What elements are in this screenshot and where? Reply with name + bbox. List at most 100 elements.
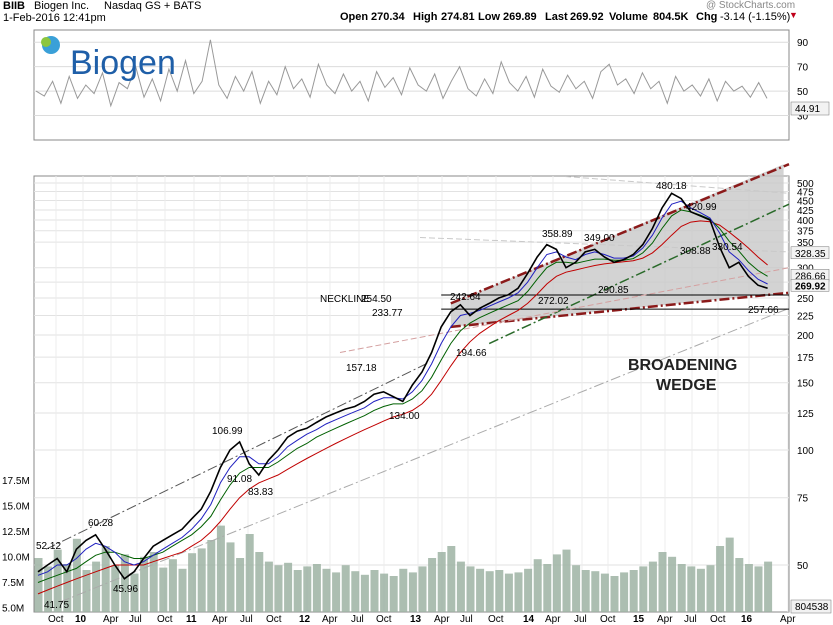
volume-bar xyxy=(274,565,283,612)
volume-bar xyxy=(312,564,321,612)
price-tick-label: 50 xyxy=(797,561,809,572)
volume-bar xyxy=(140,556,149,612)
volume-bar xyxy=(543,564,552,612)
time-tick-label: Oct xyxy=(48,614,64,625)
price-annotation: 308.88 xyxy=(680,246,711,257)
time-tick-label: Apr xyxy=(657,614,673,625)
exchange-name: Nasdaq GS + BATS xyxy=(104,0,202,12)
volume-bar xyxy=(360,574,369,612)
volume-tick-label: 10.0M xyxy=(2,553,30,564)
time-tick-label: Jul xyxy=(129,614,142,625)
price-annotation: 420.99 xyxy=(686,202,717,213)
price-label-value: 328.35 xyxy=(795,249,826,260)
price-axis: 5004754504254003753503002752502252001751… xyxy=(790,179,830,572)
volume-bar xyxy=(351,571,360,612)
volume-bar xyxy=(82,570,91,612)
volume-bar xyxy=(101,546,110,612)
price-label-value: 286.66 xyxy=(795,271,826,282)
price-annotation: 194.66 xyxy=(456,348,487,359)
down-arrow-icon: ▼ xyxy=(789,10,798,20)
volume-bar xyxy=(735,558,744,612)
volume-bars xyxy=(34,525,773,612)
price-tick-label: 125 xyxy=(797,409,814,420)
price-label-box xyxy=(790,246,830,260)
time-tick-label: Jul xyxy=(684,614,697,625)
volume-bar xyxy=(600,573,609,612)
volume-value: 804.5K xyxy=(653,11,689,23)
volume-bar xyxy=(197,548,206,612)
open-value: 270.34 xyxy=(371,11,405,23)
volume-bar xyxy=(648,561,657,612)
wedge-lower-trendline xyxy=(450,291,790,329)
price-tick-label: 450 xyxy=(797,196,814,207)
last-label: Last xyxy=(545,11,568,23)
volume-bar xyxy=(44,566,53,612)
price-tick-label: 375 xyxy=(797,227,814,238)
time-tick-label: Oct xyxy=(488,614,504,625)
time-tick-label: Apr xyxy=(103,614,119,625)
volume-bar xyxy=(725,537,734,612)
price-label-value: 269.92 xyxy=(795,281,826,292)
fan-line xyxy=(339,267,790,353)
time-tick-label: Apr xyxy=(212,614,228,625)
price-tick-label: 500 xyxy=(797,179,814,190)
price-annotation: 242.64 xyxy=(450,292,481,303)
price-tick-label: 425 xyxy=(797,206,814,217)
price-series xyxy=(37,192,768,595)
high-label: High xyxy=(413,11,438,23)
time-tick-label: Jul xyxy=(351,614,364,625)
chart-header: BIIB Biogen Inc. Nasdaq GS + BATS 1-Feb-… xyxy=(0,0,833,24)
open-label: Open xyxy=(340,11,369,23)
price-annotation: 480.18 xyxy=(656,181,687,192)
volume-bar xyxy=(533,559,542,612)
indicator-tick-label: 70 xyxy=(797,63,809,74)
time-axis: Oct 10 Apr Jul Oct 11 Apr Jul Oct 12 Apr Jul Oct 13 Ap… xyxy=(48,614,796,625)
volume-bar xyxy=(236,558,245,612)
indicator-tick-label: 90 xyxy=(797,38,809,49)
company-name: Biogen Inc. xyxy=(34,0,90,12)
price-tick-label: 100 xyxy=(797,446,814,457)
volume-bar xyxy=(610,576,619,612)
volume-bar xyxy=(668,556,677,612)
time-tick-label: Oct xyxy=(600,614,616,625)
volume-bar xyxy=(120,554,129,612)
time-tick-label: Oct xyxy=(376,614,392,625)
price-tick-label: 200 xyxy=(797,331,814,342)
price-tick-label: 75 xyxy=(797,494,809,505)
price-label-box xyxy=(790,279,830,292)
neckline-label: NECKLINE xyxy=(320,294,370,305)
time-tick-label: 11 xyxy=(186,614,197,625)
time-tick-label: 10 xyxy=(75,614,87,625)
volume-bar xyxy=(380,573,389,612)
volume-bar xyxy=(495,570,504,612)
volume-bar xyxy=(226,542,235,612)
biogen-logo: Biogen xyxy=(41,36,176,82)
volume-bar xyxy=(524,568,533,612)
time-tick-label: Oct xyxy=(266,614,282,625)
price-annotation: 41.75 xyxy=(44,600,69,611)
price-annotation: 358.89 xyxy=(542,229,573,240)
volume-bar xyxy=(207,540,216,612)
volume-bar xyxy=(255,552,264,612)
volume-bar xyxy=(639,566,648,612)
indicator-axis: 90 70 50 30 xyxy=(797,38,809,122)
volume-bar xyxy=(687,566,696,612)
volume-bar xyxy=(322,568,331,612)
volume-bar xyxy=(677,564,686,612)
volume-bar xyxy=(476,568,485,612)
volume-bar xyxy=(293,570,302,612)
volume-bar xyxy=(552,554,561,612)
price-tick-label: 225 xyxy=(797,311,814,322)
volume-bar xyxy=(437,552,446,612)
volume-bar xyxy=(629,570,638,612)
price-tick-label: 175 xyxy=(797,353,814,364)
indicator-last-box xyxy=(790,101,830,116)
ma-red-line xyxy=(37,220,768,595)
indicator-line xyxy=(35,39,768,108)
volume-bar xyxy=(332,572,341,612)
volume-bar xyxy=(178,568,187,612)
volume-bar xyxy=(418,566,427,612)
volume-bar xyxy=(572,565,581,612)
price-annotation: 349.00 xyxy=(584,233,615,244)
pattern-label-broadening: BROADENING xyxy=(628,357,737,374)
